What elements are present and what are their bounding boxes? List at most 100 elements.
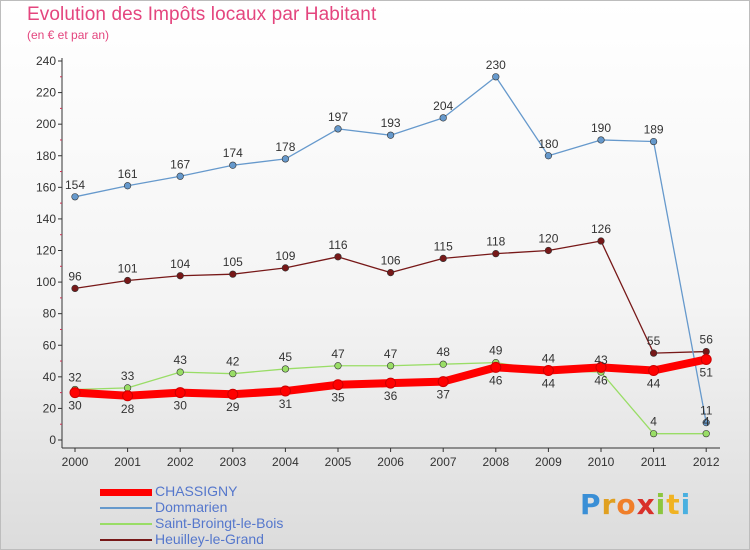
data-point (439, 114, 447, 122)
data-label: 44 (542, 377, 556, 391)
logo-letter: i (680, 488, 692, 521)
x-tick-label: 2004 (272, 455, 299, 469)
logo-letter: i (655, 488, 667, 521)
data-point (649, 137, 658, 146)
data-point (439, 360, 447, 368)
data-label: 174 (223, 146, 243, 160)
data-label: 43 (174, 353, 188, 367)
data-label: 28 (121, 402, 135, 416)
legend-swatch (100, 507, 152, 509)
proxiti-logo: Proxiti (580, 488, 691, 521)
data-label: 109 (275, 249, 295, 263)
data-point (229, 161, 237, 169)
x-tick-label: 2007 (430, 455, 457, 469)
x-tick-label: 2005 (325, 455, 352, 469)
y-tick-label: 220 (36, 86, 56, 100)
data-point (387, 269, 395, 277)
data-point (227, 388, 239, 400)
x-tick-label: 2011 (641, 455, 667, 469)
data-point (439, 254, 447, 262)
data-label: 45 (279, 350, 293, 364)
data-label: 101 (118, 262, 138, 276)
data-label: 35 (331, 391, 345, 405)
data-label: 178 (275, 140, 295, 154)
data-point (176, 172, 184, 180)
data-label: 189 (644, 123, 664, 137)
data-point (490, 361, 502, 373)
data-label: 47 (331, 347, 345, 361)
data-point (649, 349, 658, 357)
y-tick-label: 20 (43, 401, 57, 415)
logo-letter: x (636, 488, 656, 521)
data-label: 4 (703, 415, 710, 429)
data-point (71, 193, 79, 201)
data-label: 44 (542, 352, 556, 366)
data-point (387, 131, 395, 139)
data-point (123, 182, 132, 190)
data-label: 31 (279, 397, 293, 411)
data-label: 46 (489, 373, 503, 387)
y-tick-label: 100 (36, 275, 56, 289)
y-tick-label: 180 (36, 149, 56, 163)
data-point (597, 136, 605, 144)
data-point (702, 430, 710, 438)
data-label: 43 (594, 353, 608, 367)
data-point (281, 155, 290, 163)
data-label: 161 (118, 167, 138, 181)
data-label: 42 (226, 355, 240, 369)
data-point (332, 379, 344, 391)
x-tick-label: 2009 (535, 455, 562, 469)
data-point (279, 385, 291, 397)
legend-swatch (100, 539, 152, 541)
logo-letter: o (616, 488, 637, 521)
y-tick-label: 80 (43, 307, 57, 321)
data-point (542, 365, 554, 377)
logo-letter: t (666, 488, 681, 521)
data-label: 30 (174, 399, 188, 413)
data-label: 204 (433, 99, 453, 113)
data-label: 29 (226, 400, 240, 414)
data-label: 37 (437, 388, 451, 402)
data-label: 11 (700, 404, 713, 418)
data-label: 180 (538, 137, 558, 151)
data-point (649, 430, 658, 438)
data-point (700, 353, 712, 365)
data-label: 36 (384, 389, 398, 403)
x-tick-label: 2010 (588, 455, 615, 469)
data-label: 49 (489, 344, 503, 358)
data-point (123, 384, 132, 392)
data-label: 44 (647, 377, 661, 391)
data-label: 46 (594, 373, 608, 387)
data-point (492, 73, 500, 81)
data-point (544, 152, 553, 160)
data-label: 4 (650, 415, 657, 429)
data-point (122, 390, 134, 402)
x-tick-label: 2012 (693, 455, 720, 469)
data-label: 55 (647, 334, 661, 348)
logo-letter: P (580, 488, 602, 521)
data-label: 118 (486, 235, 505, 249)
data-point (123, 276, 132, 285)
y-tick-label: 200 (36, 117, 56, 131)
data-point (281, 365, 290, 373)
y-tick-label: 60 (43, 338, 57, 352)
data-label: 51 (700, 365, 714, 379)
legend-swatch (100, 523, 152, 525)
data-label: 167 (170, 157, 190, 171)
data-label: 193 (381, 116, 401, 130)
data-label: 115 (434, 239, 453, 253)
chart-subtitle: (en € et par an) (27, 28, 110, 42)
data-point (334, 253, 342, 261)
data-point (71, 284, 79, 293)
data-point (229, 270, 237, 278)
data-label: 106 (381, 254, 401, 268)
x-tick-label: 2002 (167, 455, 194, 469)
data-label: 197 (328, 110, 348, 124)
data-point (385, 377, 397, 389)
y-tick-label: 0 (49, 433, 56, 447)
x-tick-label: 2000 (62, 455, 89, 469)
data-point (702, 419, 710, 427)
data-point (334, 362, 342, 370)
x-tick-label: 2006 (377, 455, 404, 469)
data-label: 56 (700, 333, 714, 347)
